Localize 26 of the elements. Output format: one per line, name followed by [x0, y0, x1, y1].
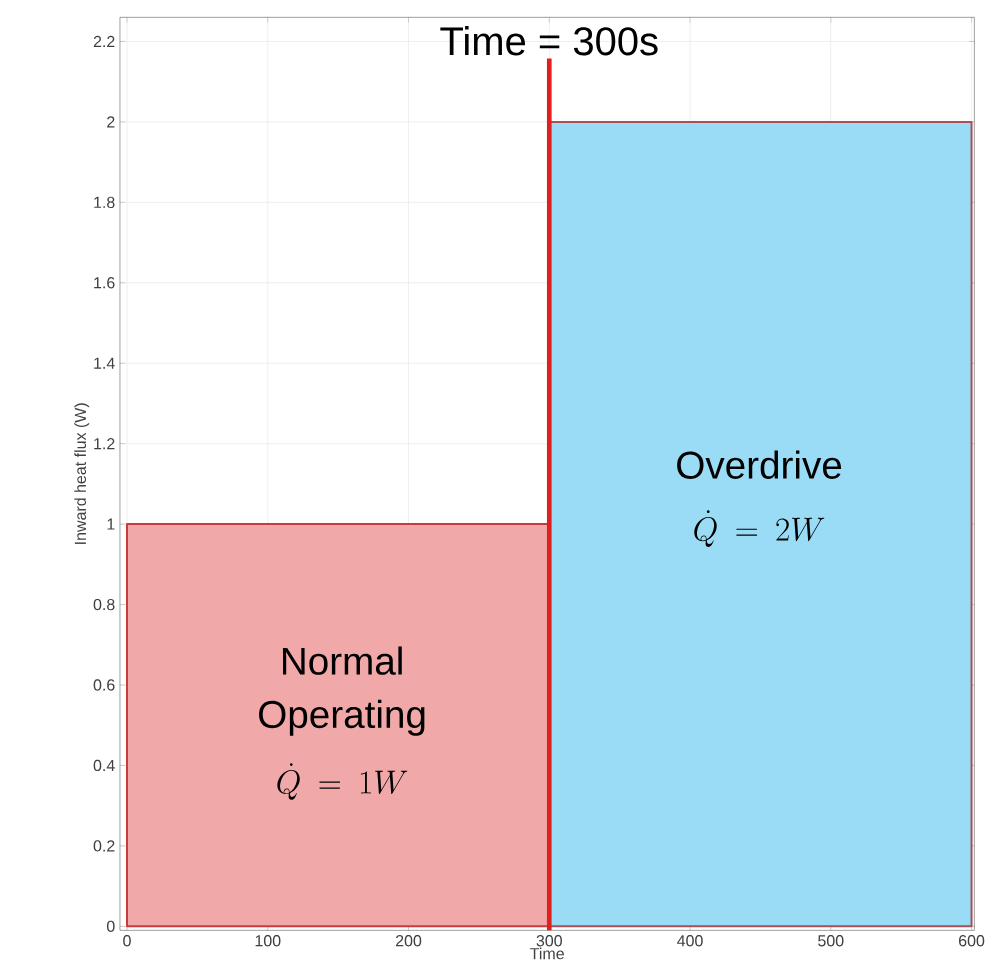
- y-tick-label: 0: [106, 920, 115, 933]
- x-axis-title: Time: [530, 947, 564, 960]
- x-tick-label: 200: [395, 935, 422, 947]
- y-tick-label: 1.8: [94, 196, 115, 209]
- y-tick-label: 1.6: [94, 277, 115, 289]
- y-tick-label: 2: [107, 116, 115, 128]
- annotation: Overdrive: [677, 450, 842, 480]
- y-tick-label: 0.2: [93, 840, 115, 852]
- annotation: $\dot{Q} = 2W$: [694, 510, 825, 548]
- y-axis-title: Inward heat flux (W): [74, 403, 90, 545]
- y-tick-label: 1.4: [94, 357, 115, 369]
- y-tick-label: 2.2: [93, 36, 115, 48]
- y-tick-label: 1: [107, 518, 115, 530]
- x-tick-label: 500: [818, 935, 844, 947]
- ref-line-label: Time = 300s: [440, 26, 658, 56]
- x-tick-label: 600: [959, 935, 985, 947]
- y-tick-label: 1.2: [94, 438, 115, 450]
- x-tick-label: 100: [255, 935, 281, 947]
- y-tick-label: 0.8: [93, 599, 115, 611]
- x-tick-label: 400: [677, 935, 703, 947]
- x-tick-label: 300: [536, 935, 562, 947]
- annotation: $\dot{Q} = 1W$: [277, 763, 408, 800]
- x-tick-label: 0: [123, 935, 131, 947]
- y-tick-label: 0.6: [93, 679, 115, 691]
- annotation: Normal Operating: [259, 646, 425, 736]
- y-tick-label: 0.4: [93, 759, 115, 772]
